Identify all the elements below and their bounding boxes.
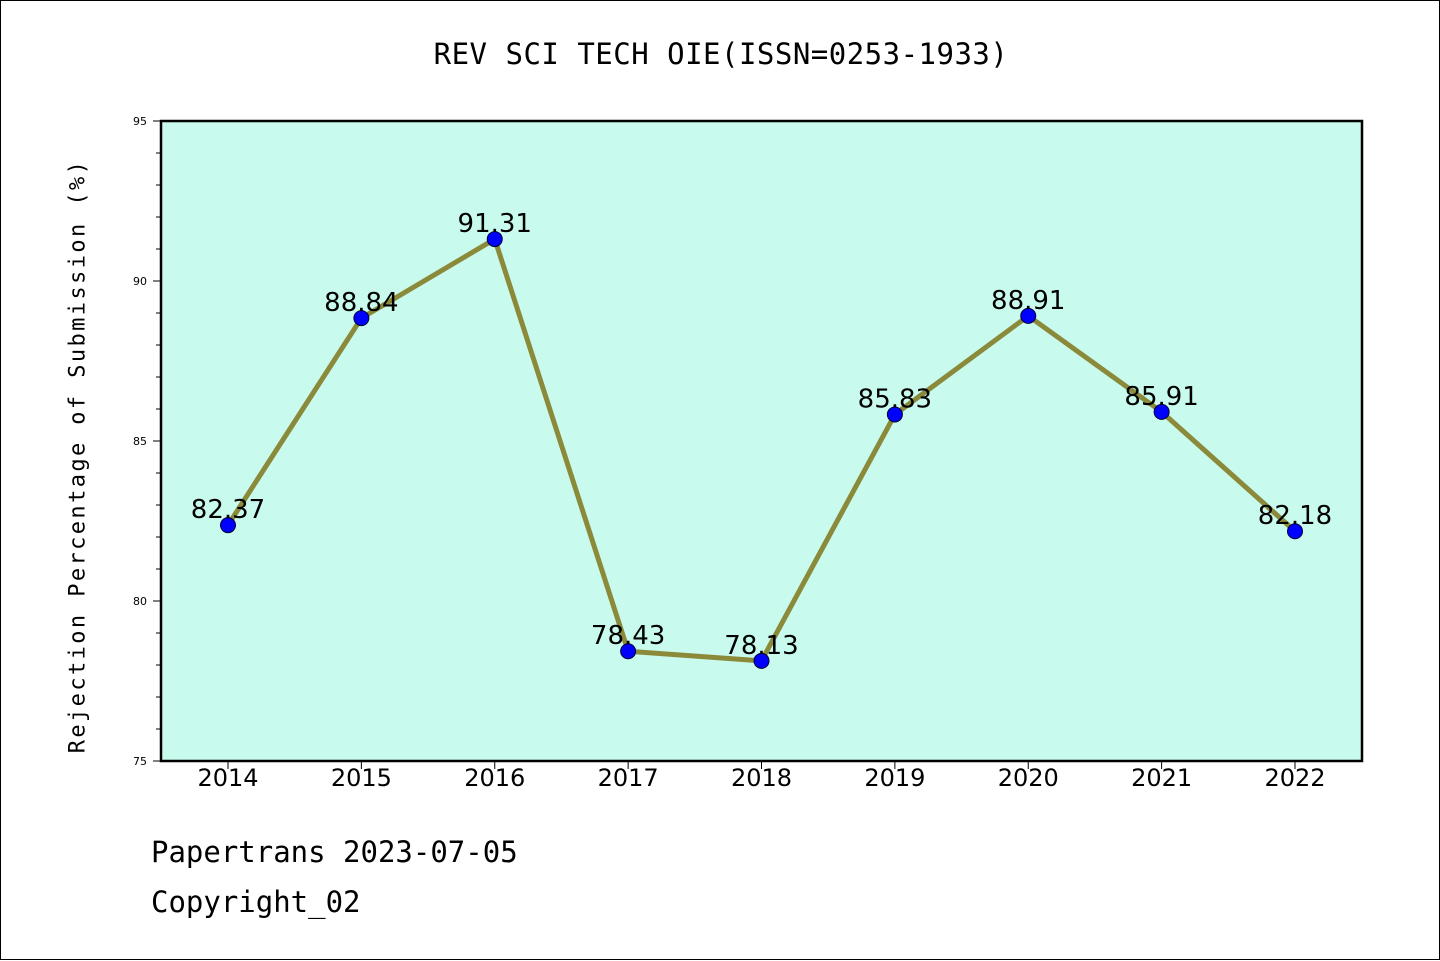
data-label-2019: 85.83 bbox=[858, 384, 932, 414]
y-tick-label: 80 bbox=[133, 595, 147, 608]
data-point-2015 bbox=[353, 310, 370, 327]
y-tick-label: 90 bbox=[133, 275, 147, 288]
x-tick-label: 2018 bbox=[731, 764, 792, 792]
y-tick-label: 95 bbox=[133, 115, 147, 128]
data-label-2022: 82.18 bbox=[1258, 501, 1332, 531]
data-label-2018: 78.13 bbox=[724, 631, 798, 661]
data-point-2018 bbox=[753, 652, 770, 669]
footer-source: Papertrans 2023-07-05 bbox=[151, 835, 518, 869]
y-tick-label: 75 bbox=[133, 755, 147, 768]
x-tick-label: 2020 bbox=[998, 764, 1059, 792]
x-axis: 2014 2015 2016 2017 2018 2019 2020 2021 2022 bbox=[197, 761, 1326, 792]
data-label-2016: 91.31 bbox=[458, 209, 532, 239]
x-tick-label: 2017 bbox=[598, 764, 659, 792]
data-labels: 82.37 88.84 91.31 78.43 78.13 85.83 88.91 85.91… bbox=[191, 209, 1332, 661]
footer-copyright: Copyright_02 bbox=[151, 885, 361, 919]
data-point-2016 bbox=[486, 231, 503, 248]
data-point-2020 bbox=[1020, 307, 1037, 324]
data-label-2014: 82.37 bbox=[191, 495, 265, 525]
x-tick-label: 2016 bbox=[464, 764, 525, 792]
data-point-2022 bbox=[1287, 523, 1303, 540]
data-point-2014 bbox=[220, 517, 236, 534]
plot-border bbox=[159, 119, 1364, 763]
data-point-2019 bbox=[886, 406, 903, 423]
x-tick-label: 2021 bbox=[1131, 764, 1192, 792]
data-point-2017 bbox=[620, 643, 637, 660]
x-tick-label: 2022 bbox=[1264, 764, 1325, 792]
data-label-2020: 88.91 bbox=[991, 286, 1065, 316]
y-axis: 75 80 85 90 95 bbox=[133, 115, 161, 768]
data-label-2015: 88.84 bbox=[324, 288, 398, 318]
data-markers bbox=[220, 231, 1303, 669]
data-label-2017: 78.43 bbox=[591, 621, 665, 651]
data-point-2021 bbox=[1153, 403, 1170, 420]
x-tick-label: 2019 bbox=[864, 764, 925, 792]
x-tick-label: 2015 bbox=[331, 764, 392, 792]
x-tick-label: 2014 bbox=[197, 764, 258, 792]
chart-title: REV SCI TECH OIE(ISSN=0253-1933) bbox=[433, 37, 1009, 71]
data-label-2021: 85.91 bbox=[1124, 382, 1198, 412]
y-tick-label: 85 bbox=[133, 435, 147, 448]
